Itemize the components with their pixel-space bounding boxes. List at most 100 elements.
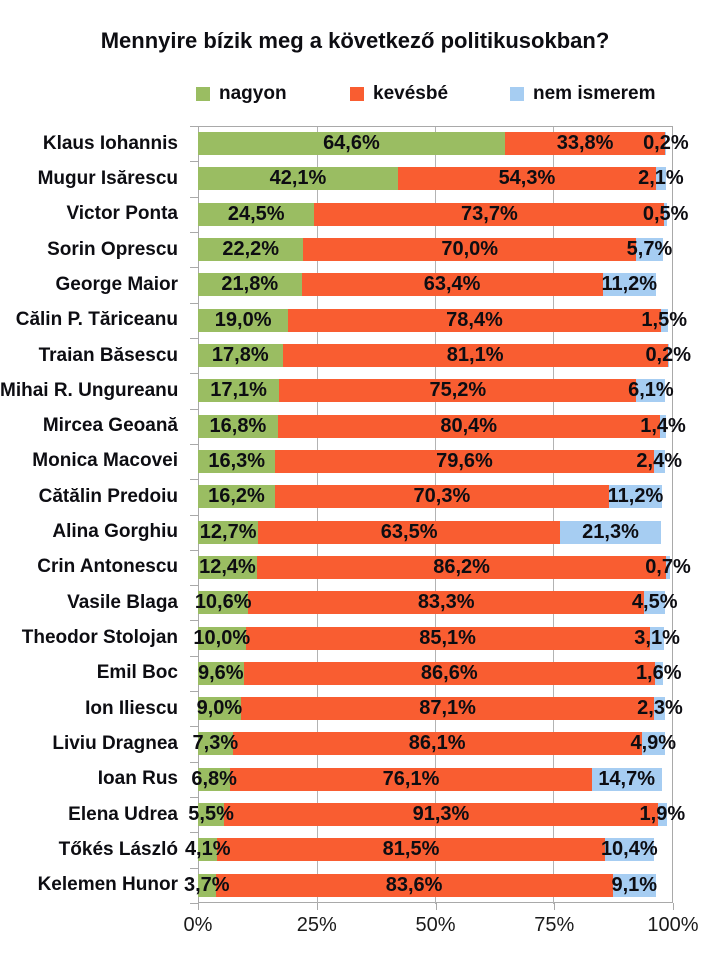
- value-label: 9,1%: [611, 873, 658, 896]
- bar-track: 24,5% 73,7% 0,5%: [198, 202, 688, 226]
- bar-segment-kevésbé: 75,2%: [279, 379, 637, 403]
- value-label: 11,2%: [607, 485, 664, 508]
- category-label: Ion Iliescu: [85, 697, 178, 719]
- value-label: 6,1%: [628, 379, 674, 402]
- bar-segment-nem-ismerem: 6,1%: [628, 379, 674, 403]
- value-label: 70,3%: [413, 485, 471, 508]
- value-label: 63,5%: [380, 520, 438, 543]
- y-axis-tick: [190, 903, 198, 904]
- bar-segment-kevésbé: 81,5%: [217, 838, 605, 862]
- legend-item-nagyon: nagyon: [196, 82, 350, 106]
- value-label: 12,7%: [199, 520, 257, 543]
- bar-track: 12,4% 86,2% 0,7%: [198, 555, 691, 579]
- bar-track: 3,7% 83,6% 9,1%: [184, 873, 673, 897]
- value-label: 86,6%: [420, 661, 478, 684]
- bar-segment-nem-ismerem: 21,3%: [559, 520, 662, 544]
- category-label: Emil Boc: [96, 662, 178, 684]
- value-label: 1,9%: [639, 803, 686, 826]
- bar-segment-nem-ismerem: 5,7%: [627, 238, 672, 262]
- chart-legend: nagyon kevésbé nem ismerem: [196, 82, 666, 106]
- value-label: 4,1%: [184, 838, 231, 861]
- bar-segment-kevésbé: 83,3%: [248, 591, 645, 615]
- value-label: 16,8%: [209, 414, 267, 437]
- y-axis-tick: [190, 585, 198, 587]
- bar-segment-kevésbé: 73,7%: [314, 202, 665, 226]
- category-label: Alina Gorghiu: [52, 521, 178, 543]
- bar-track: 7,3% 86,1% 4,9%: [193, 732, 676, 756]
- bar-track: 22,2% 70,0% 5,7%: [198, 238, 673, 262]
- bar-track: 12,7% 63,5% 21,3%: [198, 520, 673, 544]
- bar-segment-kevésbé: 63,5%: [258, 520, 560, 544]
- y-axis-tick: [190, 726, 198, 728]
- bar-track: 10,0% 85,1% 3,1%: [193, 626, 680, 650]
- bar-segment-nem-ismerem: 0,5%: [643, 202, 688, 226]
- category-label: Traian Băsescu: [38, 344, 178, 366]
- y-axis-tick: [190, 691, 198, 693]
- bar-segment-nem-ismerem: 1,6%: [636, 661, 682, 685]
- value-label: 1,6%: [635, 661, 682, 684]
- bar-segment-nem-ismerem: 4,9%: [630, 732, 676, 756]
- bar-segment-nagyon: 12,4%: [198, 555, 257, 579]
- bar-segment-kevésbé: 86,6%: [243, 661, 655, 685]
- value-label: 0,2%: [645, 344, 692, 367]
- bar-segment-nagyon: 6,8%: [191, 767, 237, 791]
- value-label: 22,2%: [222, 238, 280, 261]
- bar-segment-nagyon: 9,6%: [198, 661, 244, 685]
- value-label: 7,3%: [192, 732, 239, 755]
- gridline-50: [435, 127, 436, 904]
- bar-segment-nem-ismerem: 0,2%: [643, 132, 689, 156]
- category-label: Elena Udrea: [68, 803, 178, 825]
- value-label: 75,2%: [429, 379, 487, 402]
- bar-segment-nem-ismerem: 1,5%: [641, 308, 687, 332]
- y-axis-tick: [190, 514, 198, 516]
- bar-segment-nagyon: 10,6%: [195, 591, 252, 615]
- value-label: 4,9%: [630, 732, 677, 755]
- bar-segment-nagyon: 17,8%: [198, 344, 283, 368]
- category-label: Cătălin Predoiu: [38, 485, 178, 507]
- value-label: 24,5%: [227, 202, 285, 225]
- category-label: Liviu Dragnea: [52, 732, 178, 754]
- value-label: 9,0%: [196, 697, 243, 720]
- bar-segment-nem-ismerem: 2,3%: [637, 697, 683, 721]
- value-label: 42,1%: [269, 167, 327, 190]
- chart-row: Kelemen Hunor 3,7% 83,6% 9,1%: [0, 868, 673, 903]
- value-label: 83,3%: [417, 591, 475, 614]
- chart-title: Mennyire bízik meg a következő politikus…: [100, 28, 610, 53]
- bar-segment-nagyon: 10,0%: [193, 626, 250, 650]
- bar-track: 17,1% 75,2% 6,1%: [198, 379, 674, 403]
- y-axis-tick: [190, 302, 198, 304]
- y-axis-tick: [190, 549, 198, 551]
- value-label: 87,1%: [419, 697, 476, 720]
- legend-label-nem-ismerem: nem ismerem: [533, 83, 656, 104]
- category-label: Vasile Blaga: [67, 591, 178, 613]
- value-label: 17,1%: [210, 379, 267, 402]
- bar-segment-nagyon: 19,0%: [198, 308, 289, 332]
- chart-row: Călin P. Tăriceanu 19,0% 78,4% 1,5%: [0, 303, 687, 338]
- chart-row: Liviu Dragnea 7,3% 86,1% 4,9%: [0, 726, 676, 761]
- chart-row: Crin Antonescu 12,4% 86,2% 0,7%: [0, 550, 691, 585]
- chart-row: Theodor Stolojan 10,0% 85,1% 3,1%: [0, 620, 680, 655]
- bar-segment-nagyon: 24,5%: [198, 202, 315, 226]
- category-label: Crin Antonescu: [37, 556, 178, 578]
- bar-segment-kevésbé: 80,4%: [277, 414, 660, 438]
- chart-row: Klaus Iohannis 64,6% 33,8% 0,2%: [0, 126, 689, 161]
- value-label: 3,1%: [634, 626, 680, 649]
- bar-segment-nagyon: 3,7%: [184, 873, 230, 897]
- chart-row: Elena Udrea 5,5% 91,3% 1,9%: [0, 797, 685, 832]
- chart-row: Tőkés László 4,1% 81,5% 10,4%: [0, 832, 673, 867]
- bar-segment-kevésbé: 70,0%: [303, 238, 636, 262]
- value-label: 81,1%: [446, 344, 504, 367]
- bar-segment-nagyon: 16,3%: [198, 449, 276, 473]
- y-axis-tick: [190, 620, 198, 622]
- bar-segment-kevésbé: 76,1%: [230, 767, 592, 791]
- x-axis-tick: [316, 903, 318, 910]
- chart-row: Monica Macovei 16,3% 79,6% 2,4%: [0, 444, 682, 479]
- category-label: Ioan Rus: [97, 768, 178, 790]
- legend-swatch-kevesbe: [350, 87, 364, 101]
- bar-segment-nem-ismerem: 2,1%: [638, 167, 684, 191]
- value-label: 54,3%: [498, 167, 556, 190]
- value-label: 2,3%: [637, 697, 683, 720]
- y-axis-tick: [190, 408, 198, 410]
- value-label: 33,8%: [556, 132, 614, 155]
- bar-segment-nagyon: 17,1%: [198, 379, 280, 403]
